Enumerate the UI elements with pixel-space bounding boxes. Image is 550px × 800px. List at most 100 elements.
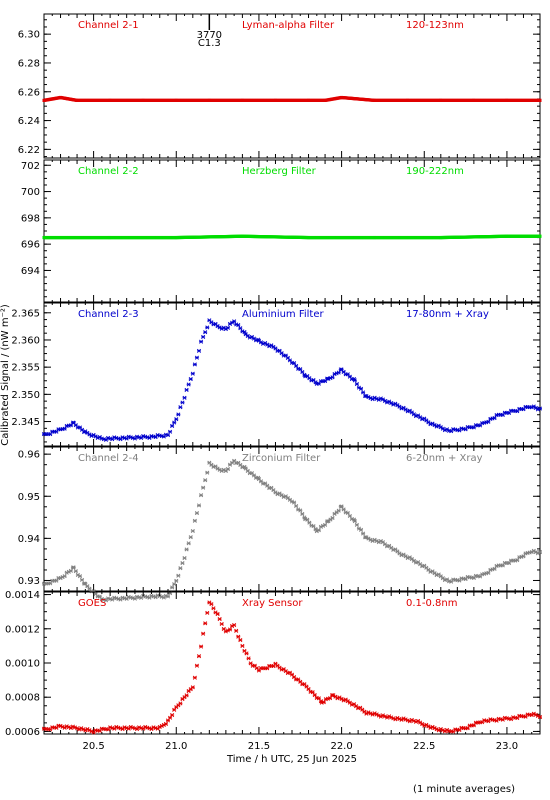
data-point (77, 574, 83, 579)
data-point (219, 621, 224, 627)
panel-frame (43, 302, 541, 447)
panel-heading-filter: Xray Sensor (242, 598, 303, 609)
data-point (347, 513, 352, 519)
series (41, 600, 543, 735)
panel-heading-band: 120-123nm (406, 20, 464, 31)
data-point (176, 573, 181, 578)
data-point (236, 323, 241, 328)
data-point (194, 663, 199, 668)
data-point (227, 627, 233, 632)
series (41, 458, 543, 603)
data-point (465, 726, 470, 731)
y-tick-label: 6.30 (18, 30, 40, 41)
data-point (312, 693, 317, 698)
y-tick-label: 0.0008 (5, 693, 40, 704)
data-point (242, 329, 247, 335)
x-axis: 20.5 21.0 21.5 22.0 22.5 23.0 (82, 741, 518, 752)
data-point (300, 511, 305, 516)
panel-1: 6.22 6.24 6.26 6.28 6.30 Channel 2-1 Lyman-alp… (18, 13, 542, 159)
data-point (246, 656, 251, 661)
data-point (172, 582, 177, 587)
data-point (165, 718, 171, 723)
data-point (292, 361, 297, 366)
data-point (163, 721, 168, 726)
data-point (236, 634, 241, 639)
data-point (352, 378, 357, 383)
data-point (232, 622, 237, 628)
data-point (194, 511, 199, 516)
data-point (238, 638, 243, 643)
data-point (190, 528, 195, 534)
data-point (184, 387, 189, 392)
data-point (244, 651, 249, 656)
data-point (537, 715, 543, 720)
data-point (310, 690, 315, 695)
data-point (201, 334, 206, 339)
data-point (361, 531, 366, 536)
data-point (172, 420, 177, 425)
data-point (199, 644, 204, 649)
data-point (165, 433, 171, 438)
series (42, 95, 542, 102)
y-tick-label: 698 (21, 213, 40, 224)
data-point (192, 518, 197, 523)
data-point (196, 654, 202, 659)
data-point (492, 415, 497, 421)
data-point (186, 382, 191, 387)
data-point (361, 390, 366, 395)
data-point (176, 412, 181, 417)
data-point (354, 381, 359, 387)
y-tick-label: 0.95 (18, 492, 40, 503)
data-point (188, 377, 193, 382)
panel-4: 0.93 0.94 0.95 0.96 Channel 2-4 Zirconium Fil… (18, 446, 543, 603)
data-point (240, 643, 245, 648)
series (41, 318, 543, 442)
data-point (345, 510, 350, 516)
data-point (209, 602, 214, 607)
data-point (316, 696, 321, 701)
data-point (165, 594, 171, 599)
data-point (174, 417, 179, 422)
data-point (199, 339, 204, 344)
data-point (178, 701, 183, 706)
data-point (305, 517, 310, 522)
data-point (225, 325, 230, 330)
y-tick-label: 700 (21, 187, 40, 198)
data-point (62, 574, 67, 579)
panel-frame (43, 13, 541, 159)
data-point (180, 400, 185, 405)
data-point (205, 470, 210, 475)
y-tick-label: 702 (21, 161, 40, 172)
data-point (225, 467, 230, 472)
data-point (294, 363, 299, 369)
panel-heading-channel: Channel 2-1 (78, 20, 139, 31)
y-tick-label: 694 (21, 266, 40, 277)
data-point (194, 355, 199, 360)
x-axis-label: Time / h UTC, 25 Jun 2025 (226, 754, 357, 765)
data-point (352, 519, 357, 524)
y-axis-label: Calibrated Signal / (nW m⁻²) (0, 304, 11, 446)
data-point (184, 547, 189, 552)
panel-3: 2.345 2.350 2.355 2.360 2.365 Channel 2-3 Alum… (11, 302, 543, 447)
data-point (292, 500, 297, 505)
data-point (211, 606, 216, 611)
data-point (79, 577, 85, 582)
data-point (321, 700, 326, 705)
data-point (192, 362, 197, 367)
data-point (196, 503, 202, 508)
data-point (307, 520, 312, 525)
event-marker: 3770 C1.3 (197, 14, 222, 49)
data-point (199, 493, 204, 498)
data-point (294, 503, 299, 509)
y-tick-label: 696 (21, 240, 40, 251)
data-point (174, 578, 179, 583)
panel-heading-channel: GOES (78, 598, 106, 609)
data-point (182, 395, 187, 400)
data-point (336, 508, 341, 513)
data-point (515, 558, 520, 563)
data-point (201, 631, 206, 636)
data-point (538, 234, 542, 238)
panel-frame (43, 159, 541, 303)
y-tick-label: 0.94 (18, 534, 40, 545)
x-tick-label: 22.5 (413, 741, 435, 752)
